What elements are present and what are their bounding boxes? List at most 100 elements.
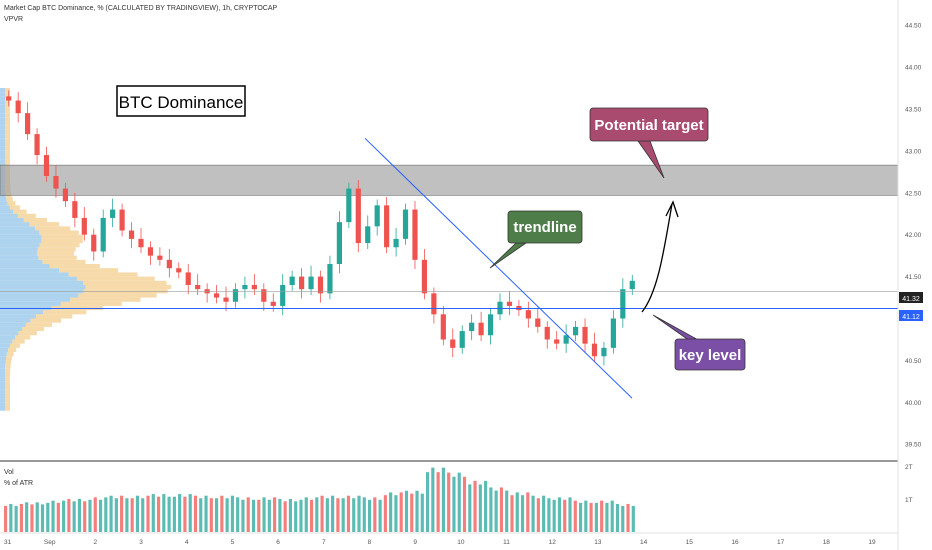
time-tick-label: Sep bbox=[44, 539, 56, 546]
volume-axis: 2T 1T bbox=[905, 464, 913, 504]
candle-body bbox=[308, 276, 314, 290]
volume-profile-bar-down bbox=[0, 243, 40, 248]
volume-profile-bar-down bbox=[0, 372, 6, 378]
volume-profile-bar-down bbox=[0, 247, 38, 252]
volume-bar bbox=[251, 499, 256, 532]
candle-body bbox=[535, 318, 541, 327]
trendline[interactable] bbox=[364, 137, 633, 399]
candle-body bbox=[610, 318, 616, 348]
volume-bar bbox=[288, 499, 293, 532]
candle-body bbox=[195, 284, 201, 290]
volume-profile-bar-down bbox=[0, 226, 36, 231]
volume-profile-bar-up bbox=[83, 289, 168, 294]
volume-profile-bar-up bbox=[41, 234, 83, 239]
volume-profile-bar-up bbox=[9, 205, 20, 210]
title-box[interactable] bbox=[116, 85, 246, 117]
volume-bar bbox=[315, 497, 319, 532]
volume-profile-bar-down bbox=[0, 339, 13, 344]
volume-profile-bar-down bbox=[0, 121, 5, 126]
volume-profile-bar-down bbox=[0, 310, 44, 315]
candle-body bbox=[506, 301, 513, 306]
volume-profile-bar-down bbox=[0, 385, 6, 390]
volume-bar bbox=[225, 498, 229, 532]
volume-profile-bar-up bbox=[15, 335, 31, 340]
candle-body bbox=[563, 335, 569, 344]
volume-bar bbox=[9, 503, 13, 532]
volume-profile-bar-up bbox=[5, 121, 10, 126]
time-tick-label: 31 bbox=[4, 539, 12, 546]
volume-profile-bar-down bbox=[0, 297, 71, 302]
candle-body bbox=[317, 276, 324, 294]
volume-bar bbox=[605, 502, 609, 532]
trendline-callout[interactable] bbox=[507, 210, 583, 244]
candle-body bbox=[469, 322, 475, 332]
volume-profile-bar-down bbox=[0, 251, 37, 256]
volume-bar bbox=[188, 494, 192, 532]
volume-profile-bar-up bbox=[6, 196, 13, 202]
volume-profile-bar-up bbox=[5, 360, 11, 365]
volume-profile-bar-up bbox=[5, 155, 11, 160]
volume-profile-bar-down bbox=[0, 368, 6, 373]
volume-profile-bar-up bbox=[78, 293, 157, 298]
candle-body bbox=[431, 293, 437, 315]
volume-profile-bar-down bbox=[0, 335, 16, 340]
volume-profile-bar-down bbox=[0, 314, 37, 319]
volume-profile-bar-down bbox=[0, 201, 8, 206]
volume-bar bbox=[520, 495, 525, 532]
volume-profile-bar-down bbox=[0, 331, 19, 336]
volume-bar bbox=[563, 499, 567, 532]
volume-bar bbox=[320, 495, 324, 532]
volume-bar bbox=[362, 497, 366, 532]
price-axis[interactable]: 44.5044.0043.5043.0042.5042.0041.5041.00… bbox=[905, 23, 922, 449]
volume-profile-bar-up bbox=[5, 134, 10, 139]
volume-profile-bar-up bbox=[83, 280, 167, 285]
volume-profile-bar-down bbox=[0, 108, 5, 114]
volume-bar bbox=[346, 495, 351, 532]
candle-body bbox=[487, 314, 494, 336]
candle-body bbox=[365, 226, 371, 244]
potential-target-callout[interactable] bbox=[589, 107, 709, 142]
volume-profile-bar-down bbox=[0, 96, 5, 101]
volume-profile-bar-down bbox=[0, 259, 43, 265]
volume-bar bbox=[109, 495, 113, 532]
volume-profile-bar-down bbox=[0, 264, 50, 269]
chart-header-title[interactable]: Market Cap BTC Dominance, % (CALCULATED … bbox=[4, 5, 278, 12]
volume-bar bbox=[478, 484, 482, 532]
volume-bar bbox=[600, 500, 604, 532]
candle-body bbox=[232, 289, 239, 302]
key-price-value: 41.12 bbox=[902, 314, 920, 321]
time-tick-label: 17 bbox=[777, 539, 785, 546]
volume-profile-bar-down bbox=[0, 301, 61, 306]
volume-profile-bar-up bbox=[36, 314, 73, 319]
volume-profile-bar-down bbox=[0, 322, 26, 327]
volume-profile-bar-down bbox=[0, 377, 6, 382]
volume-profile-bar-down bbox=[0, 347, 9, 353]
volume-title[interactable]: Vol bbox=[4, 469, 14, 476]
price-tick-label: 44.50 bbox=[905, 23, 922, 30]
time-axis[interactable]: 31 Sep 2 3 4 5 6 7 8 9 10 11 12 13 14 15 16 17 18 19 bbox=[4, 539, 876, 546]
projection-arrow[interactable] bbox=[641, 203, 673, 313]
candle-body bbox=[43, 155, 50, 177]
volume-profile-bar-down bbox=[0, 356, 6, 361]
volume-bar bbox=[578, 502, 583, 532]
volume-profile-bar-down bbox=[0, 268, 60, 273]
volume-profile-bar-down bbox=[0, 230, 40, 235]
volume-bar bbox=[172, 496, 176, 532]
candle-body bbox=[336, 222, 342, 265]
volume-tick-label: 2T bbox=[905, 464, 913, 471]
candle-body bbox=[554, 339, 560, 344]
volume-bar bbox=[130, 498, 134, 532]
volume-bar bbox=[236, 497, 240, 532]
indicator-label[interactable]: VPVR bbox=[4, 16, 24, 23]
volume-bar bbox=[452, 476, 456, 532]
volume-bar bbox=[457, 472, 461, 532]
volume-profile-bar-down bbox=[0, 222, 30, 227]
price-tick-label: 40.50 bbox=[905, 358, 922, 365]
key-level-callout[interactable] bbox=[674, 338, 746, 371]
volume-bar bbox=[594, 502, 598, 532]
volume-profile-bar-up bbox=[41, 238, 83, 244]
volume-profile-bar-down bbox=[0, 125, 5, 130]
candle-body bbox=[601, 347, 607, 357]
volume-profile-bar-up bbox=[5, 159, 11, 164]
